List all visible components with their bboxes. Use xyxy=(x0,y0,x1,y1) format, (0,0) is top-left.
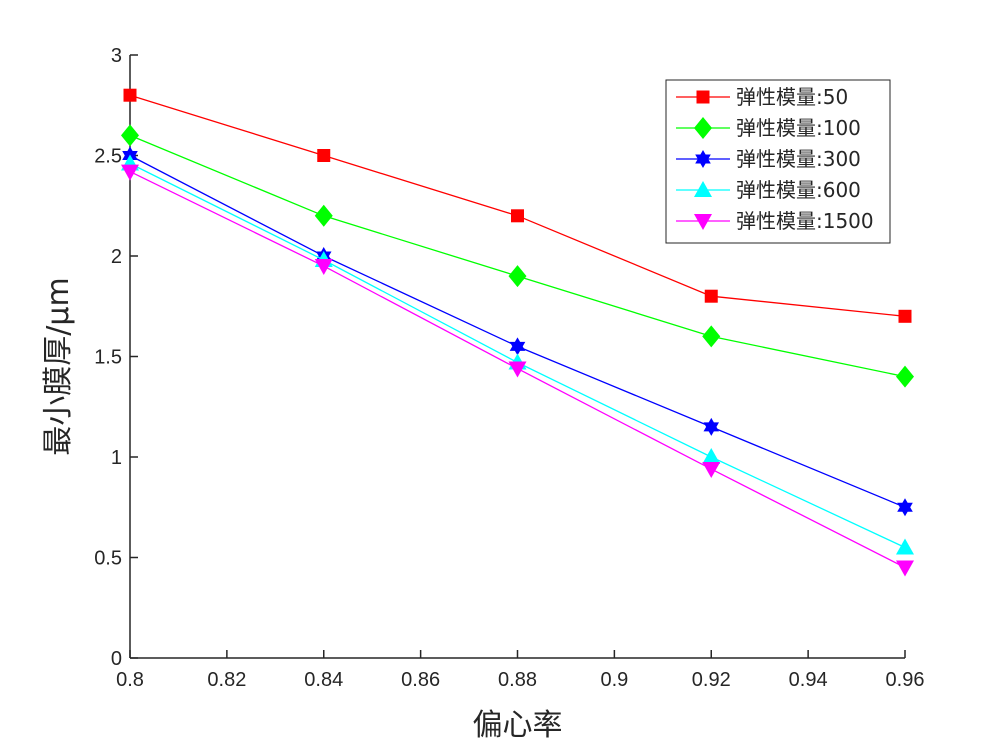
y-tick-label: 2.5 xyxy=(94,146,122,168)
legend-marker-hexagram xyxy=(695,150,711,168)
legend-label: 弹性模量:50 xyxy=(736,85,848,109)
data-point-diamond xyxy=(314,204,333,227)
legend-marker-triangle-down xyxy=(694,214,712,230)
y-axis-title: 最小膜厚/μm xyxy=(41,277,76,455)
x-axis-title: 偏心率 xyxy=(473,708,563,743)
legend-item: 弹性模量:100 xyxy=(676,116,861,140)
series-4 xyxy=(121,164,914,577)
legend-marker-diamond xyxy=(694,117,712,139)
x-tick-label: 0.92 xyxy=(692,669,731,691)
legend-marker-square xyxy=(696,90,710,104)
data-point-triangle-down xyxy=(508,361,527,378)
y-tick-label: 3 xyxy=(111,45,122,67)
x-tick-label: 0.94 xyxy=(789,669,828,691)
legend-label: 弹性模量:100 xyxy=(736,116,861,140)
data-point-square xyxy=(123,88,137,102)
y-tick-label: 2 xyxy=(111,246,122,268)
data-point-diamond xyxy=(896,365,914,388)
data-point-triangle-down xyxy=(896,560,914,577)
x-tick-label: 0.86 xyxy=(401,669,440,691)
data-point-triangle-up xyxy=(702,448,721,464)
legend-item: 弹性模量:1500 xyxy=(676,209,874,233)
data-point-hexagram xyxy=(897,498,913,517)
x-ticks: 0.8 0.82 0.84 0.86 0.88 0.9 0.92 0.94 0.96 xyxy=(116,650,924,691)
series-2 xyxy=(122,146,913,517)
data-point-triangle-up xyxy=(896,538,914,555)
legend-label: 弹性模量:600 xyxy=(736,178,861,202)
data-point-hexagram xyxy=(703,417,719,436)
x-tick-label: 0.8 xyxy=(116,669,144,691)
legend-item: 弹性模量:300 xyxy=(676,147,861,171)
series-1 xyxy=(121,124,914,388)
data-point-triangle-down xyxy=(121,164,139,181)
data-point-triangle-down xyxy=(314,259,333,276)
data-point-square xyxy=(317,149,331,162)
x-tick-label: 0.82 xyxy=(207,669,246,691)
data-point-square xyxy=(898,309,912,323)
series-layer xyxy=(121,88,914,577)
x-tick-label: 0.88 xyxy=(498,669,537,691)
x-tick-label: 0.96 xyxy=(886,669,925,691)
data-point-triangle-down xyxy=(702,462,721,479)
legend-label: 弹性模量:1500 xyxy=(736,209,874,233)
x-tick-label: 0.84 xyxy=(304,669,343,691)
legend-item: 弹性模量:50 xyxy=(676,85,848,109)
data-point-diamond xyxy=(121,124,139,147)
legend-marker-triangle-up xyxy=(694,181,712,197)
y-tick-label: 0.5 xyxy=(94,548,122,570)
legend-item: 弹性模量:600 xyxy=(676,178,861,202)
data-point-square xyxy=(511,209,524,223)
data-point-square xyxy=(704,289,718,303)
data-point-hexagram xyxy=(509,337,526,356)
y-tick-label: 1.5 xyxy=(94,347,122,369)
y-tick-label: 0 xyxy=(111,648,122,670)
y-tick-label: 1 xyxy=(111,447,122,469)
y-ticks: 0 0.5 1 1.5 2 2.5 3 xyxy=(94,45,138,670)
series-0 xyxy=(123,88,912,323)
data-point-diamond xyxy=(702,325,721,348)
x-tick-label: 0.9 xyxy=(600,669,628,691)
legend-label: 弹性模量:300 xyxy=(736,147,861,171)
legend: 弹性模量:50 弹性模量:100 弹性模量:300 弹性模量:600 弹性模量:1500 xyxy=(665,79,891,244)
data-point-diamond xyxy=(508,265,527,288)
